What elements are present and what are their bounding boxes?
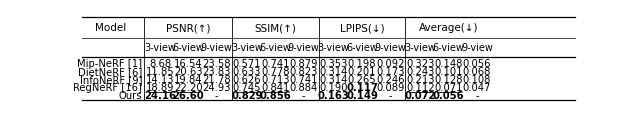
Text: 6-view: 6-view: [259, 43, 291, 53]
Text: -: -: [476, 91, 479, 101]
Text: 0.163: 0.163: [318, 91, 349, 101]
Text: 6-view: 6-view: [346, 43, 378, 53]
Text: 0.829: 0.829: [231, 91, 262, 101]
Text: -: -: [388, 91, 392, 101]
Text: 26.60: 26.60: [173, 91, 204, 101]
Text: 18.89: 18.89: [146, 83, 174, 93]
Text: 6-view: 6-view: [172, 43, 204, 53]
Text: 14.13: 14.13: [146, 75, 174, 85]
Text: -: -: [215, 91, 218, 101]
Text: 0.047: 0.047: [463, 83, 492, 93]
Text: 0.213: 0.213: [406, 75, 435, 85]
Text: -: -: [301, 91, 305, 101]
Text: 0.314: 0.314: [319, 75, 348, 85]
Text: 3-view: 3-view: [404, 43, 436, 53]
Text: 0.314: 0.314: [319, 67, 348, 77]
Text: 0.056: 0.056: [433, 91, 465, 101]
Text: 0.108: 0.108: [463, 75, 492, 85]
Text: 3-view: 3-view: [144, 43, 176, 53]
Text: 0.201: 0.201: [348, 67, 376, 77]
Text: 0.112: 0.112: [406, 83, 435, 93]
Text: SSIM(↑): SSIM(↑): [254, 23, 296, 33]
Text: 0.149: 0.149: [346, 91, 378, 101]
Text: 24.16: 24.16: [144, 91, 176, 101]
Text: 0.884: 0.884: [289, 83, 317, 93]
Text: 0.778: 0.778: [261, 67, 289, 77]
Text: 0.741: 0.741: [289, 75, 317, 85]
Text: 19.84: 19.84: [174, 75, 203, 85]
Text: 11.85: 11.85: [146, 67, 175, 77]
Text: 0.571: 0.571: [232, 59, 261, 69]
Text: 0.068: 0.068: [463, 67, 492, 77]
Text: 0.101: 0.101: [435, 67, 463, 77]
Text: 0.117: 0.117: [346, 83, 378, 93]
Text: 0.190: 0.190: [319, 83, 348, 93]
Text: 24.93: 24.93: [202, 83, 231, 93]
Text: 9-view: 9-view: [461, 43, 493, 53]
Text: LPIPS(↓): LPIPS(↓): [340, 23, 384, 33]
Text: 3-view: 3-view: [231, 43, 263, 53]
Text: Ours: Ours: [118, 91, 142, 101]
Text: 0.879: 0.879: [289, 59, 317, 69]
Text: 0.856: 0.856: [259, 91, 291, 101]
Text: 0.198: 0.198: [348, 59, 376, 69]
Text: 0.633: 0.633: [233, 67, 261, 77]
Text: 9-view: 9-view: [287, 43, 319, 53]
Text: 0.823: 0.823: [289, 67, 317, 77]
Text: RegNeRF [16]: RegNeRF [16]: [73, 83, 142, 93]
Text: Mip-NeRF [1]: Mip-NeRF [1]: [77, 59, 142, 69]
Text: 0.243: 0.243: [406, 67, 435, 77]
Text: InfoNeRF [9]: InfoNeRF [9]: [79, 75, 142, 85]
Text: 3-view: 3-view: [318, 43, 349, 53]
Text: 0.148: 0.148: [435, 59, 463, 69]
Text: 0.841: 0.841: [261, 83, 289, 93]
Text: 9-view: 9-view: [201, 43, 232, 53]
Text: 0.071: 0.071: [435, 83, 463, 93]
Text: 21.78: 21.78: [202, 75, 231, 85]
Text: 0.353: 0.353: [319, 59, 348, 69]
Text: 0.089: 0.089: [376, 83, 404, 93]
Text: 0.128: 0.128: [435, 75, 463, 85]
Text: 0.626: 0.626: [232, 75, 261, 85]
Text: 0.246: 0.246: [376, 75, 404, 85]
Text: 0.173: 0.173: [376, 67, 404, 77]
Text: 0.092: 0.092: [376, 59, 404, 69]
Text: 0.741: 0.741: [261, 59, 289, 69]
Text: DietNeRF [6]: DietNeRF [6]: [77, 67, 142, 77]
Text: 22.20: 22.20: [174, 83, 203, 93]
Text: 0.265: 0.265: [348, 75, 376, 85]
Text: 23.58: 23.58: [202, 59, 231, 69]
Text: Model: Model: [95, 23, 127, 33]
Text: Average(↓): Average(↓): [419, 23, 479, 33]
Text: 0.072: 0.072: [405, 91, 436, 101]
Text: 0.056: 0.056: [463, 59, 492, 69]
Text: 0.745: 0.745: [233, 83, 261, 93]
Text: PSNR(↑): PSNR(↑): [166, 23, 211, 33]
Text: 0.323: 0.323: [406, 59, 435, 69]
Text: 20.63: 20.63: [174, 67, 203, 77]
Text: 8.68: 8.68: [149, 59, 171, 69]
Text: 23.83: 23.83: [202, 67, 231, 77]
Text: 6-view: 6-view: [433, 43, 465, 53]
Text: 9-view: 9-view: [374, 43, 406, 53]
Text: 0.713: 0.713: [261, 75, 289, 85]
Text: 16.54: 16.54: [174, 59, 203, 69]
